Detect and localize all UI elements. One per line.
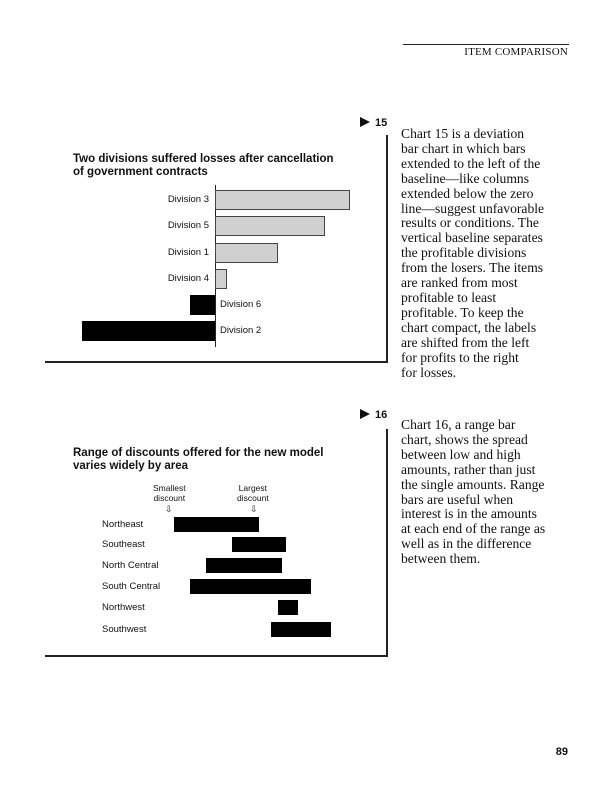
- paragraph-line: are shifted from the left: [401, 334, 530, 350]
- paragraph-line: chart, shows the spread: [401, 431, 528, 447]
- paragraph-line: Chart 15 is a deviation: [401, 126, 525, 141]
- paragraph-line: extended to the left of the: [401, 155, 541, 171]
- bar-division-4: [215, 269, 227, 289]
- paragraph-line: results or conditions. The: [401, 215, 539, 231]
- paragraph-line: profitable to least: [401, 289, 497, 305]
- bar-division-2: [82, 321, 215, 341]
- paragraph-line: amounts, rather than just: [401, 461, 536, 477]
- page-number: 89: [555, 746, 568, 758]
- paragraph-line: are ranked from most: [401, 275, 518, 291]
- figure-number: 16: [375, 409, 388, 421]
- paragraph-line: the profitable divisions: [401, 245, 527, 261]
- category-label: Northeast: [102, 519, 144, 530]
- chart-title: Range of discounts offered for the new m…: [73, 447, 324, 472]
- paragraph-line: baseline—like columns: [401, 170, 529, 186]
- paragraph-line: at each end of the range as: [401, 521, 546, 537]
- paragraph-line: bars are useful when: [401, 491, 514, 507]
- range-bar-southeast: [232, 537, 286, 552]
- paragraph-line: Chart 16, a range bar: [401, 417, 516, 432]
- paragraph-line: bar chart in which bars: [401, 140, 526, 156]
- figure-number: 15: [375, 117, 388, 129]
- paragraph-line: interest is in the amounts: [401, 506, 537, 522]
- header-rule: [403, 44, 569, 45]
- category-label: Division 5: [167, 220, 209, 231]
- bar-division-1: [215, 243, 278, 263]
- paragraph-line: the single amounts. Range: [401, 476, 545, 492]
- paragraph-line: for profits to the right: [401, 349, 519, 365]
- category-label: Division 2: [220, 325, 262, 336]
- category-label: Division 4: [167, 273, 209, 284]
- bar-division-6: [190, 295, 215, 315]
- category-label: Division 3: [167, 194, 209, 205]
- bar-division-5: [215, 216, 325, 236]
- paragraph-line: vertical baseline separates: [401, 230, 543, 246]
- category-label: Division 6: [220, 299, 262, 310]
- arrow-down-icon: ⇩: [250, 504, 258, 514]
- range-bar-northwest: [278, 600, 298, 615]
- paragraph-line: extended below the zero: [401, 185, 534, 201]
- annotation-largest-discount: Largest discount: [237, 483, 269, 503]
- baseline-axis: [215, 185, 216, 347]
- range-bar-south-central: [190, 579, 311, 594]
- paragraph-line: for losses.: [401, 364, 457, 380]
- arrow-down-icon: ⇩: [165, 504, 173, 514]
- paragraph-line: well as in the difference: [401, 536, 532, 552]
- category-label: North Central: [102, 560, 159, 571]
- range-bar-southwest: [271, 622, 331, 637]
- figure-marker-16: 16: [360, 409, 387, 421]
- chart-16: Range of discounts offered for the new m…: [45, 429, 388, 657]
- bar-division-3: [215, 190, 350, 210]
- category-label: Southeast: [102, 539, 145, 550]
- triangle-icon: [360, 117, 370, 127]
- paragraph-line: chart compact, the labels: [401, 319, 537, 335]
- paragraph-line: line—suggest unfavorable: [401, 200, 545, 216]
- range-bar-north-central: [206, 558, 282, 573]
- paragraph-line: between them.: [401, 551, 481, 567]
- chart-title: Two divisions suffered losses after canc…: [73, 153, 334, 178]
- annotation-smallest-discount: Smallest discount: [153, 483, 186, 503]
- paragraph-chart-16: Chart 16, a range bar chart, shows the sp…: [401, 417, 546, 567]
- range-bar-northeast: [174, 517, 259, 532]
- chart-15: Two divisions suffered losses after canc…: [45, 135, 388, 363]
- paragraph-line: between low and high: [401, 446, 521, 462]
- category-label: Northwest: [102, 602, 145, 613]
- running-head: ITEM COMPARISON: [464, 46, 568, 58]
- paragraph-line: profitable. To keep the: [401, 304, 524, 320]
- category-label: Division 1: [167, 247, 209, 258]
- category-label: Southwest: [102, 624, 147, 635]
- category-label: South Central: [102, 581, 161, 592]
- paragraph-line: from the losers. The items: [401, 260, 544, 276]
- paragraph-chart-15: Chart 15 is a deviation bar chart in whic…: [401, 126, 545, 380]
- triangle-icon: [360, 409, 370, 419]
- figure-marker-15: 15: [360, 117, 387, 129]
